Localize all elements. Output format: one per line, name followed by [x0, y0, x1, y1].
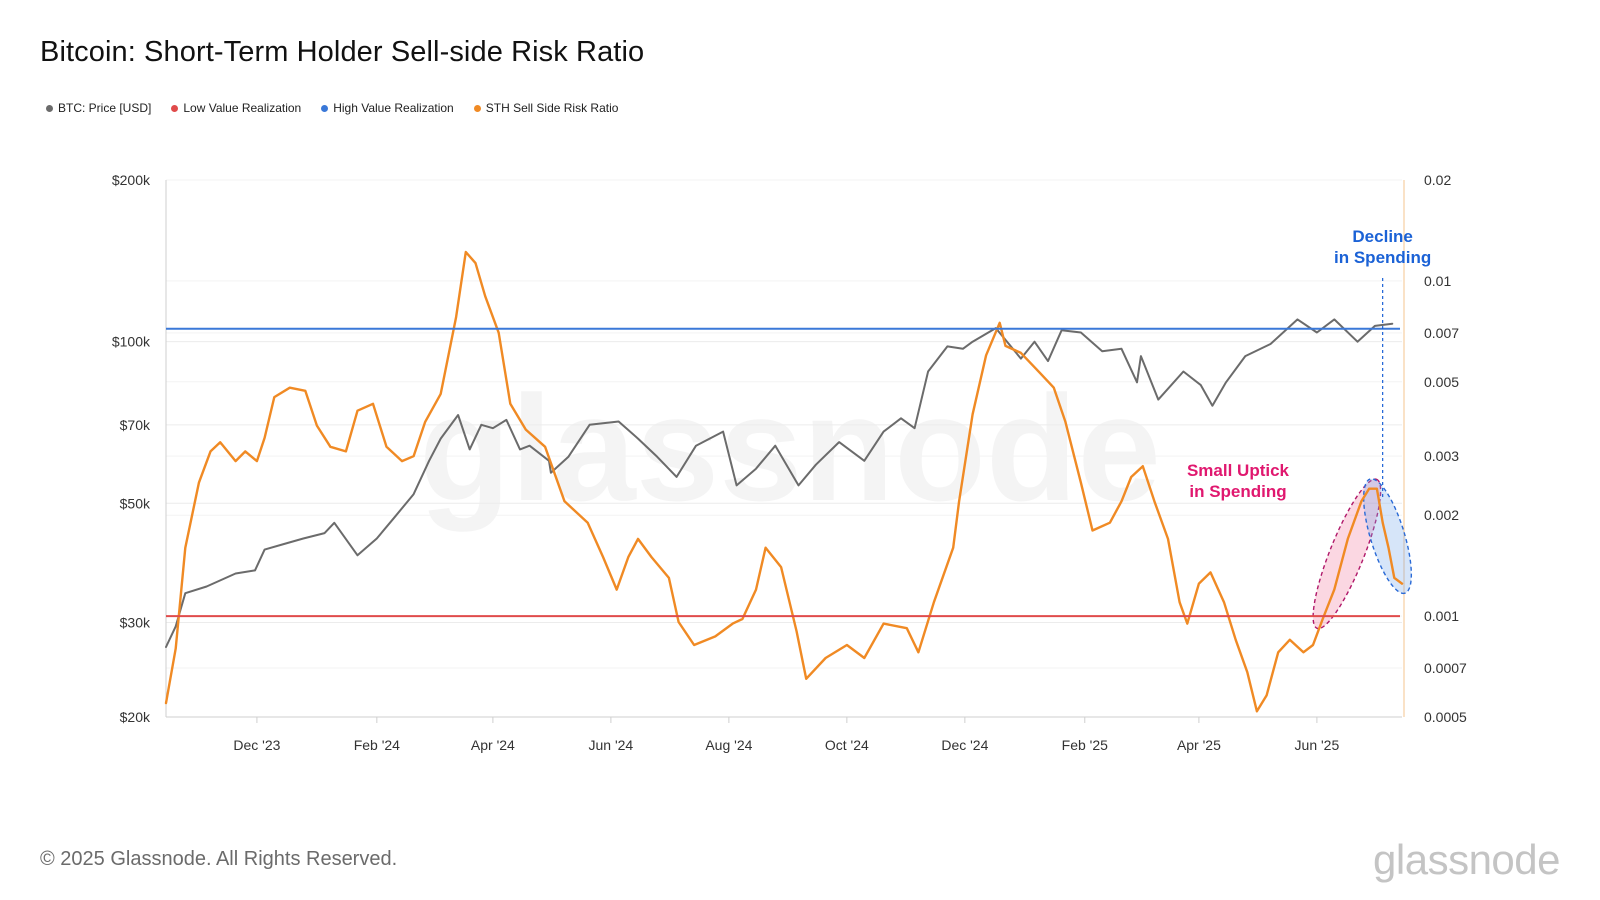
legend-label-low-value-realization: Low Value Realization	[183, 101, 302, 115]
legend-label-sth-ratio: STH Sell Side Risk Ratio	[485, 101, 619, 115]
series-line-1	[164, 250, 1404, 713]
x-tick-label-0: Dec '23	[233, 737, 280, 753]
series-line-0	[165, 318, 1394, 648]
left-tick-label-4: $100k	[112, 334, 151, 350]
x-tick-label-8: Apr '25	[1177, 737, 1221, 753]
chart-axes	[165, 180, 1405, 718]
annotation-uptick-line-0: Small Uptick	[1187, 461, 1290, 480]
right-tick-label-1: 0.0007	[1424, 660, 1467, 676]
right-tick-label-6: 0.007	[1424, 325, 1459, 341]
annotation-decline-line-1: in Spending	[1334, 248, 1431, 267]
x-tick-label-2: Apr '24	[471, 737, 515, 753]
right-axis-ticks: 0.0005 0.0007 0.001 0.002 0.003 0.005 0.007 0.0…	[1424, 172, 1467, 725]
chart-legend: BTC: Price [USD] Low Value Realization H…	[46, 101, 618, 115]
brand-logo: glassnode	[1373, 836, 1560, 883]
left-tick-label-2: $50k	[120, 495, 151, 511]
uptick-ellipse	[1312, 478, 1382, 630]
legend-item-btc-price[interactable]: BTC: Price [USD]	[46, 101, 151, 115]
legend-item-low-value-realization[interactable]: Low Value Realization	[171, 101, 301, 115]
annotation-uptick-line-1: in Spending	[1189, 482, 1286, 501]
legend-dot-high-value-icon	[321, 104, 329, 112]
annotation-decline-line-0: Decline	[1352, 227, 1412, 246]
x-tick-label-9: Jun '25	[1295, 737, 1340, 753]
legend-dot-sth-ratio-icon	[473, 104, 481, 112]
chart-watermark: glassnode	[419, 364, 1161, 532]
left-tick-label-3: $70k	[120, 417, 151, 433]
x-tick-label-4: Aug '24	[705, 737, 752, 753]
x-tick-label-7: Feb '25	[1062, 737, 1108, 753]
copyright-text: © 2025 Glassnode. All Rights Reserved.	[40, 848, 398, 870]
legend-dot-low-value-icon	[171, 104, 179, 112]
right-tick-label-7: 0.01	[1424, 273, 1451, 289]
annotation-labels: Decline in Spending Small Uptick in Spendin…	[1187, 227, 1431, 501]
legend-item-sth-ratio[interactable]: STH Sell Side Risk Ratio	[473, 101, 619, 115]
x-tick-label-1: Feb '24	[354, 737, 400, 753]
left-axis-ticks: $20k $30k $50k $70k $100k $200k	[112, 172, 151, 725]
left-tick-label-1: $30k	[120, 614, 151, 630]
chart-title: Bitcoin: Short-Term Holder Sell-side Ris…	[40, 36, 645, 68]
legend-dot-btc-price-icon	[46, 104, 53, 112]
x-axis-ticks: Dec '23 Feb '24 Apr '24 Jun '24 Aug '24 Oct '…	[233, 717, 1339, 753]
right-tick-label-2: 0.001	[1424, 608, 1459, 624]
left-tick-label-0: $20k	[120, 709, 151, 725]
series-lines	[164, 250, 1404, 713]
decline-ellipse	[1362, 478, 1413, 595]
x-tick-label-3: Jun '24	[589, 737, 634, 753]
legend-item-high-value-realization[interactable]: High Value Realization	[321, 101, 454, 115]
legend-label-btc-price: BTC: Price [USD]	[58, 101, 152, 115]
right-tick-label-3: 0.002	[1424, 507, 1459, 523]
right-tick-label-4: 0.003	[1424, 448, 1459, 464]
right-tick-label-0: 0.0005	[1424, 709, 1467, 725]
right-tick-label-5: 0.005	[1424, 374, 1459, 390]
x-tick-label-5: Oct '24	[825, 737, 869, 753]
left-tick-label-5: $200k	[112, 172, 151, 188]
annotation-shapes	[1312, 478, 1413, 630]
right-tick-label-8: 0.02	[1424, 172, 1451, 188]
x-tick-label-6: Dec '24	[941, 737, 988, 753]
legend-label-high-value-realization: High Value Realization	[333, 101, 454, 115]
threshold-lines	[166, 327, 1400, 618]
